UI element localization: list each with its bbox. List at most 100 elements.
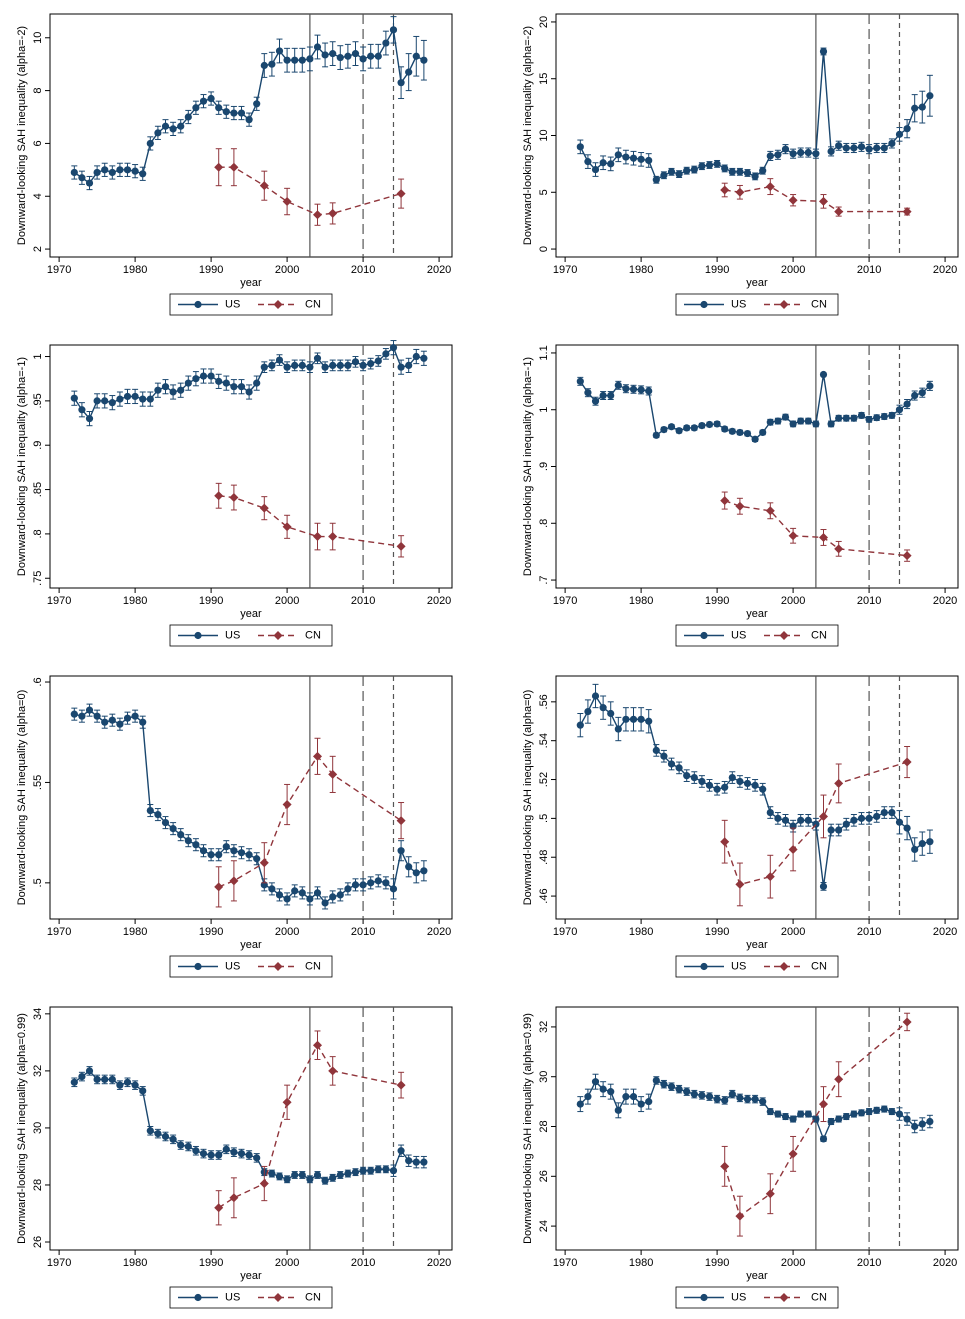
marker — [926, 1117, 934, 1126]
marker — [842, 414, 850, 422]
marker — [161, 383, 170, 391]
marker — [230, 847, 238, 855]
marker — [184, 1142, 192, 1151]
marker — [743, 429, 752, 438]
legend-marker — [779, 300, 789, 309]
legend-marker — [273, 962, 283, 971]
marker — [797, 816, 805, 824]
marker — [637, 155, 645, 163]
marker — [788, 531, 798, 541]
legend-item: US — [178, 629, 240, 641]
marker — [818, 196, 828, 206]
plot-frame — [555, 13, 959, 258]
marker — [230, 1148, 238, 1156]
marker — [759, 428, 767, 437]
marker — [751, 781, 759, 789]
marker — [116, 166, 124, 174]
marker — [298, 56, 306, 64]
marker — [70, 1078, 78, 1086]
marker — [911, 104, 919, 112]
marker — [614, 381, 622, 389]
marker — [683, 424, 691, 432]
marker — [336, 891, 344, 899]
marker — [405, 863, 413, 871]
marker — [675, 427, 683, 435]
marker — [622, 153, 630, 161]
marker — [584, 707, 592, 716]
legend-marker — [194, 1293, 202, 1302]
marker — [374, 877, 382, 885]
legend-item: CN — [258, 960, 321, 972]
marker — [169, 388, 177, 396]
marker — [397, 847, 405, 855]
series — [576, 47, 934, 184]
marker — [207, 851, 215, 859]
marker — [268, 361, 276, 369]
x-tick-label: 2020 — [933, 926, 957, 938]
marker — [108, 1075, 116, 1084]
marker — [765, 872, 775, 882]
marker — [245, 116, 253, 124]
marker — [698, 162, 706, 170]
marker — [93, 397, 101, 405]
y-tick-label: .9 — [538, 462, 550, 471]
marker — [629, 715, 638, 723]
marker — [637, 1100, 645, 1108]
marker — [743, 1095, 752, 1103]
marker — [389, 344, 398, 352]
marker — [902, 1017, 912, 1027]
marker — [818, 1099, 828, 1109]
marker — [629, 1093, 638, 1101]
marker — [698, 422, 706, 430]
y-tick-label: 10 — [32, 32, 44, 44]
marker — [690, 1090, 698, 1098]
marker — [139, 395, 147, 403]
marker — [268, 60, 276, 68]
legend: US CN — [675, 1286, 839, 1309]
marker — [123, 1078, 132, 1086]
marker — [131, 392, 139, 401]
series — [214, 482, 406, 558]
marker — [576, 377, 584, 385]
marker — [645, 1098, 653, 1106]
marker — [667, 423, 676, 431]
marker — [78, 174, 86, 182]
marker — [736, 428, 744, 437]
marker — [108, 716, 116, 724]
marker — [199, 372, 208, 380]
marker — [229, 162, 239, 172]
legend-label: CN — [305, 1291, 321, 1303]
marker — [222, 108, 230, 116]
marker — [116, 395, 124, 403]
marker — [321, 363, 329, 371]
x-tick-label: 2010 — [351, 1257, 375, 1269]
marker — [888, 808, 896, 817]
y-tick-label: .48 — [538, 850, 550, 865]
marker — [229, 1193, 239, 1203]
marker — [735, 501, 745, 511]
x-tick-label: 2010 — [351, 926, 375, 938]
marker — [720, 496, 730, 506]
marker — [766, 1107, 774, 1116]
marker — [698, 777, 706, 786]
marker — [351, 881, 360, 889]
marker — [690, 424, 698, 432]
marker — [396, 189, 406, 199]
marker — [351, 1168, 360, 1176]
legend-label: CN — [305, 960, 321, 972]
y-tick-label: 28 — [32, 1179, 44, 1191]
legend-marker — [194, 631, 202, 640]
marker — [645, 156, 653, 165]
marker — [751, 435, 759, 443]
marker — [804, 816, 812, 824]
marker — [192, 841, 200, 849]
marker — [169, 125, 177, 133]
marker — [85, 415, 94, 423]
x-tick-label: 1980 — [123, 264, 147, 276]
marker — [312, 210, 322, 220]
legend-box — [169, 955, 333, 978]
marker — [306, 1175, 314, 1183]
marker — [789, 420, 797, 428]
marker — [405, 68, 413, 76]
marker — [834, 778, 844, 788]
